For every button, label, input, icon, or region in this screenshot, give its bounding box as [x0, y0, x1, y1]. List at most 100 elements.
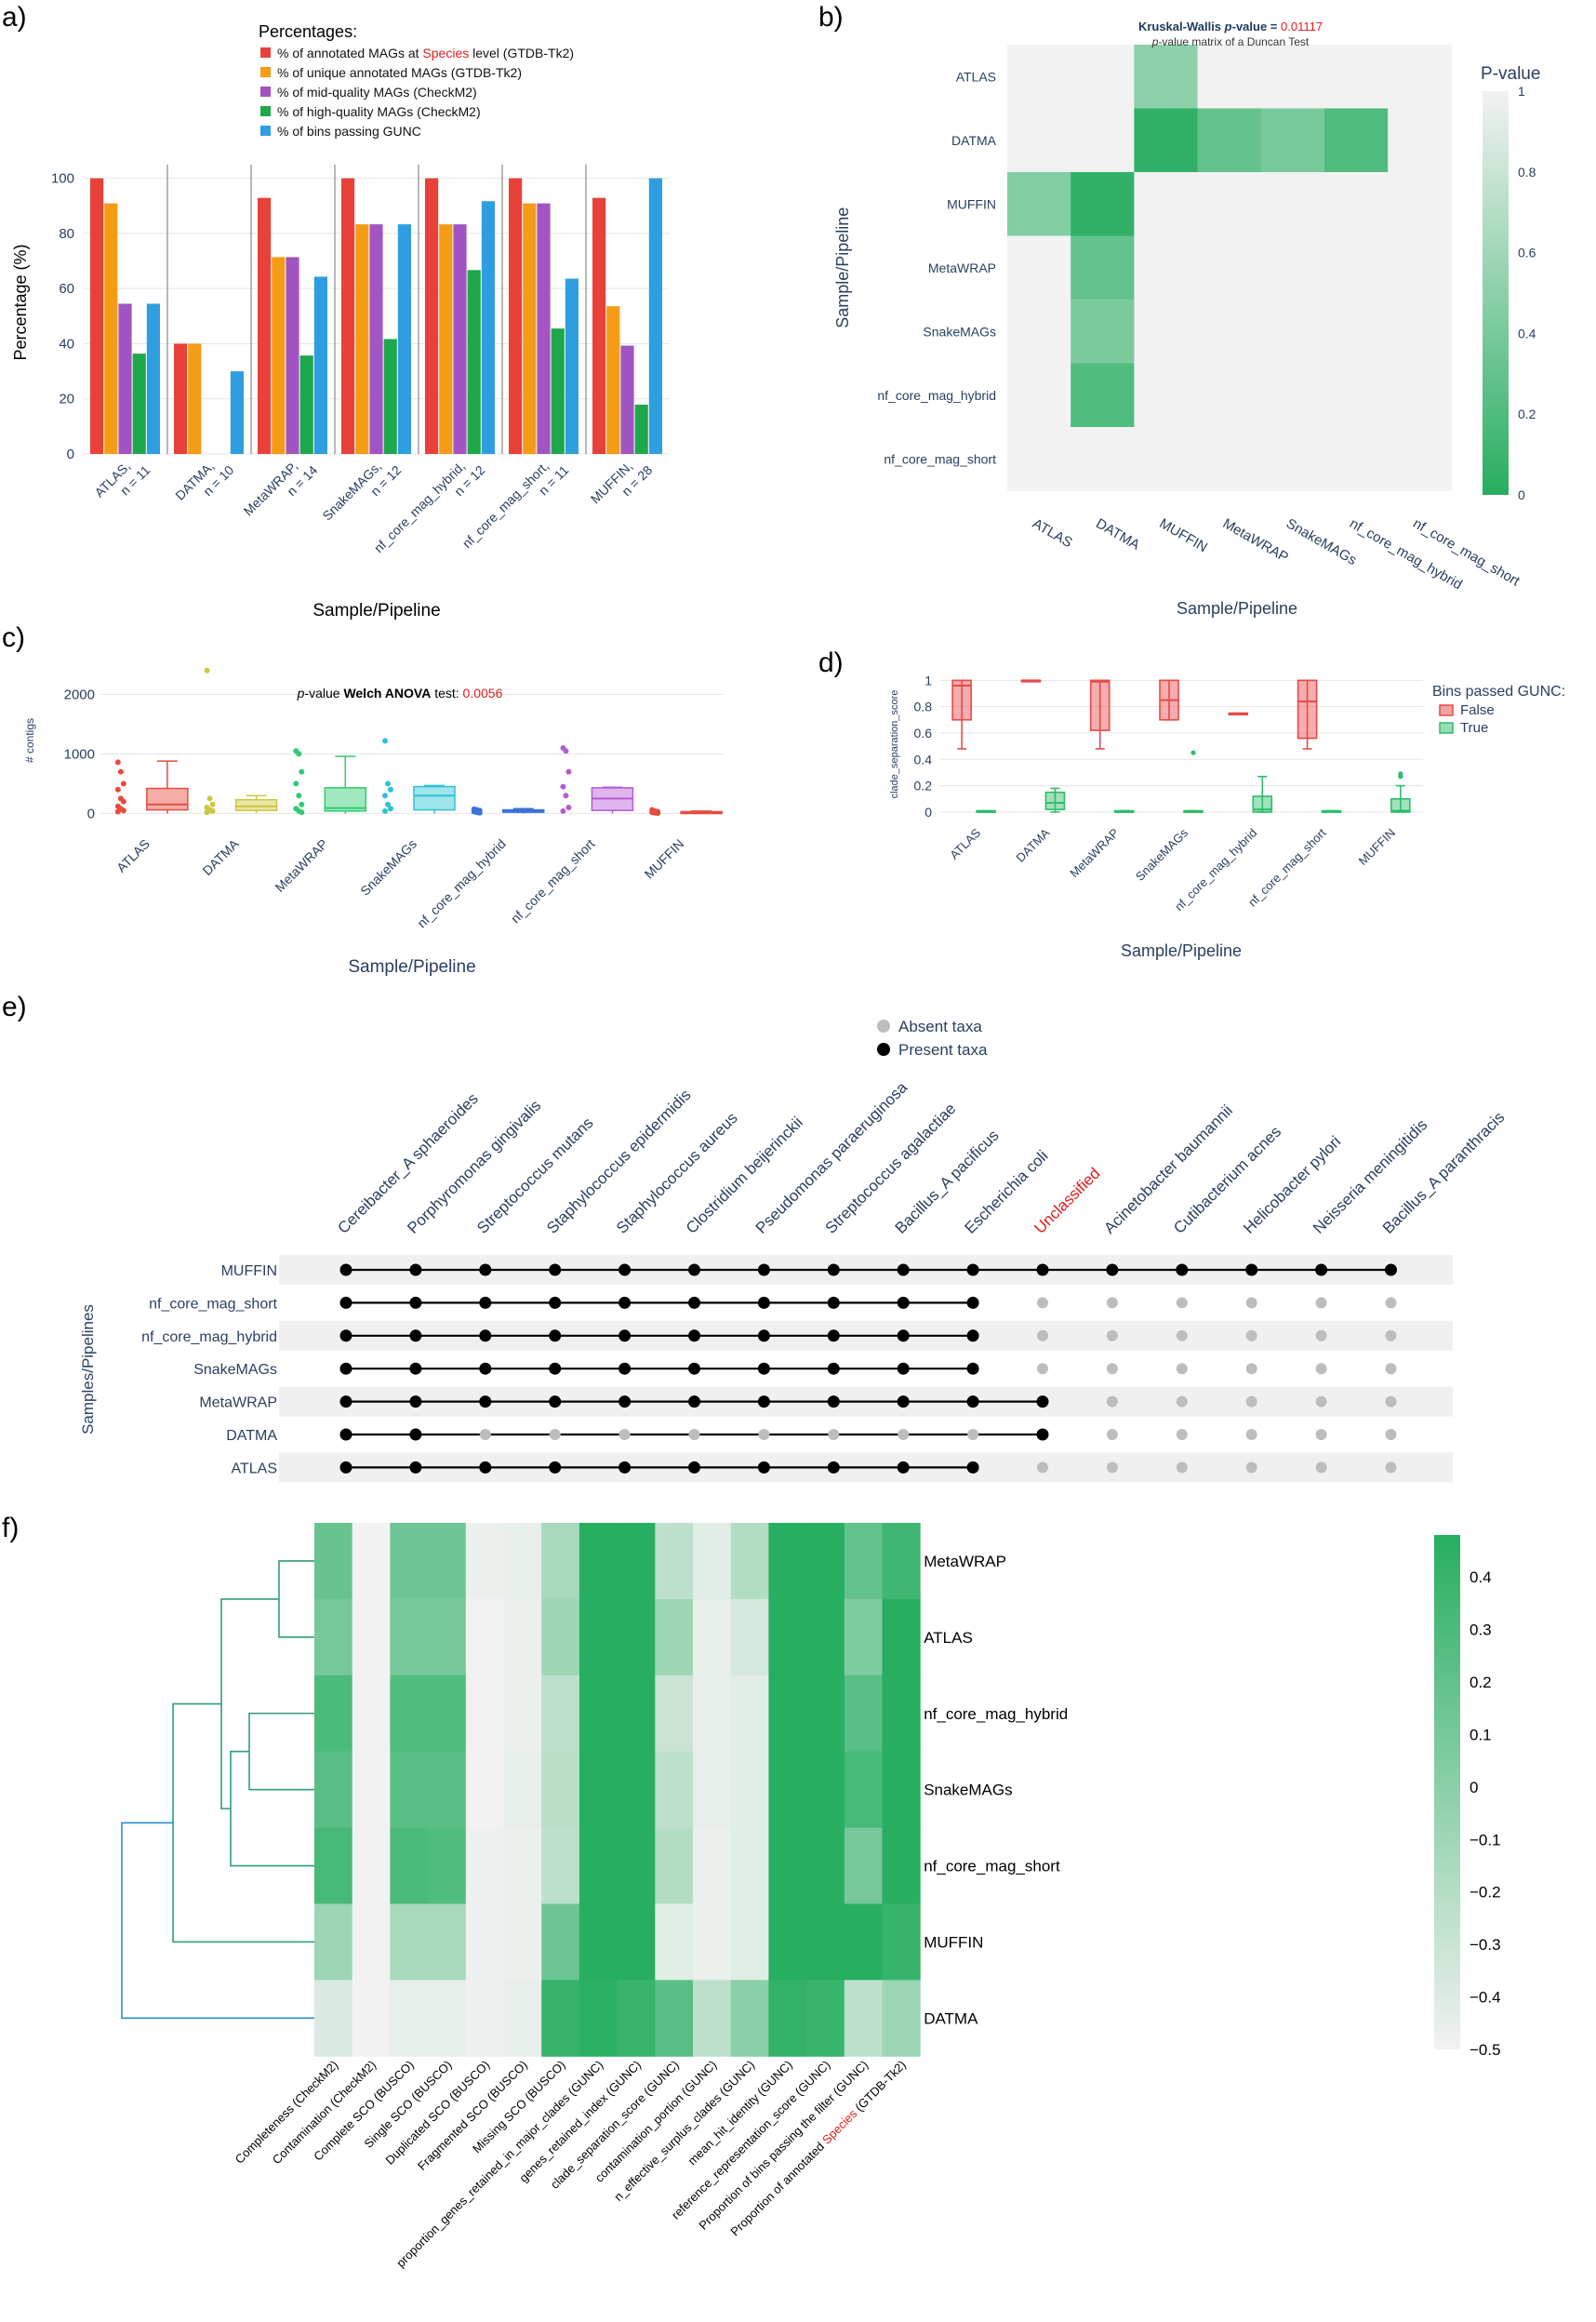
heat-cell: [1388, 108, 1452, 173]
present-dot: [409, 1461, 422, 1474]
legend-label: % of bins passing GUNC: [277, 124, 421, 139]
box: [1297, 679, 1318, 740]
present-dot: [409, 1296, 422, 1309]
y-axis-title: Samples/Pipelines: [79, 1304, 97, 1435]
heat-cell: [465, 1827, 504, 1904]
heat-cell: [806, 1675, 845, 1753]
heat-cell: [844, 1751, 883, 1829]
present-dot: [1036, 1395, 1049, 1408]
present-dot: [966, 1263, 979, 1276]
present-dot: [1385, 1263, 1397, 1276]
absent-dot: [1385, 1329, 1397, 1341]
present-dot: [549, 1296, 562, 1309]
col-label: SnakeMAGs: [1283, 515, 1359, 568]
absent-dot: [1106, 1461, 1118, 1474]
heat-cell: [1324, 300, 1389, 364]
y-tick-label: 0.4: [914, 752, 933, 767]
data-point: [655, 810, 661, 817]
absent-dot: [1385, 1363, 1397, 1375]
heat-cell: [1071, 172, 1135, 236]
present-dot: [409, 1362, 422, 1375]
col-label: n_effective_surplus_clades (GUNC): [611, 2058, 757, 2204]
heat-cell: [1134, 427, 1199, 491]
heat-cell: [1197, 172, 1262, 236]
panel-a-bar-chart: 0 20 40 60 80 100 ATLAS,n = 11 DATMA,n = 10 Meta…: [11, 22, 670, 621]
heat-cell: [1324, 427, 1389, 491]
absent-dot: [1106, 1363, 1118, 1375]
present-dot: [827, 1395, 840, 1408]
taxon-label: Neisseria meningitidis: [1310, 1115, 1430, 1236]
absent-dot: [1106, 1329, 1118, 1341]
bar: [369, 224, 383, 454]
x-tick-label: MetaWRAP,n = 14: [241, 450, 321, 530]
heatmap-title: Kruskal-Wallis p-value = 0.01117: [1138, 20, 1323, 33]
present-dot: [1106, 1263, 1119, 1276]
absent-dot: [1106, 1297, 1118, 1309]
data-point: [476, 809, 483, 816]
bar: [565, 278, 579, 454]
row-label: SnakeMAGs: [193, 1362, 277, 1378]
heat-cell: [730, 1827, 769, 1904]
taxon-label: Bacillus_A paranthracis: [1379, 1108, 1508, 1236]
heat-cell: [882, 1523, 921, 1600]
taxon-label: Pseudomonas paraeruginosa: [752, 1078, 911, 1237]
bar: [620, 345, 634, 454]
present-dot: [688, 1461, 700, 1474]
data-point: [565, 768, 572, 775]
row-label: SnakeMAGs: [924, 1782, 1012, 1799]
heat-cell: [1134, 363, 1199, 428]
heat-cell: [655, 1675, 694, 1753]
heat-cell: [1197, 427, 1262, 491]
outlier-point: [1190, 750, 1196, 755]
data-point: [382, 807, 388, 814]
data-point: [382, 793, 388, 799]
heat-cell: [617, 1675, 656, 1753]
absent-dot: [1037, 1363, 1048, 1375]
present-dot: [339, 1263, 352, 1276]
present-dot: [688, 1296, 700, 1309]
heat-cell: [1134, 300, 1199, 364]
heat-cell: [428, 1751, 467, 1829]
absent-dot: [1385, 1461, 1397, 1474]
heat-cell: [1260, 363, 1325, 428]
absent-dot: [688, 1429, 700, 1440]
data-point: [382, 738, 388, 744]
dendrogram-branch: [121, 1822, 314, 2020]
heat-cell: [1007, 427, 1071, 491]
present-dot: [339, 1329, 352, 1342]
present-dot: [479, 1263, 492, 1276]
heat-cell: [352, 1827, 391, 1904]
present-dot: [966, 1461, 979, 1474]
heat-cell: [617, 1980, 656, 2057]
absent-dot: [1245, 1329, 1257, 1341]
present-dot: [1176, 1263, 1189, 1276]
heat-cell: [844, 1598, 883, 1676]
data-point: [385, 781, 391, 787]
panel-d-clade-boxplot: 0 0.2 0.4 0.6 0.8 1 ATLAS DATMA MetaWRAP SnakeMAG…: [889, 673, 1565, 960]
absent-dot: [1176, 1461, 1188, 1474]
data-point: [296, 793, 302, 799]
present-dot: [479, 1362, 492, 1375]
heat-cell: [541, 1903, 580, 1981]
taxon-label: Staphylococcus epidermidis: [543, 1086, 694, 1236]
bar: [258, 197, 272, 455]
row-label: nf_core_mag_short: [924, 1858, 1060, 1875]
absent-dot: [618, 1429, 631, 1440]
heat-cell: [655, 1523, 694, 1600]
present-dot: [827, 1329, 840, 1342]
heat-cell: [730, 1903, 769, 1981]
row-label: ATLAS: [956, 69, 996, 84]
present-dot: [479, 1461, 492, 1474]
heat-cell: [390, 1523, 429, 1600]
absent-dot: [1385, 1395, 1397, 1408]
heat-cell: [428, 1598, 467, 1676]
legend-swatch: [260, 87, 271, 97]
taxon-label: Unclassified: [1031, 1165, 1103, 1237]
present-dot: [966, 1362, 979, 1375]
x-tick-label: nf_core_mag_short: [508, 836, 598, 927]
heat-cell: [617, 1827, 656, 1904]
heat-cell: [541, 1675, 580, 1753]
heat-cell: [806, 1751, 845, 1829]
x-tick-label: MUFFIN,n = 28: [588, 450, 656, 518]
x-tick-label: ATLAS: [113, 836, 153, 875]
